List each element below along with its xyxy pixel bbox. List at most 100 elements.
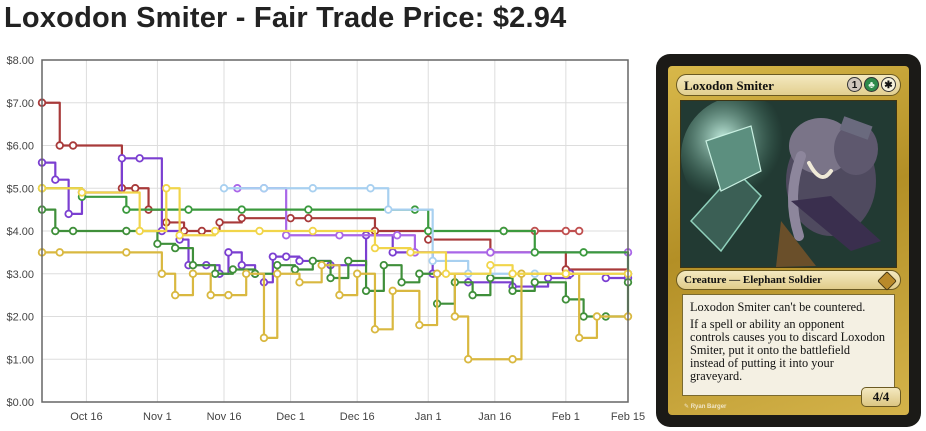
data-point[interactable] [561,269,571,278]
data-point[interactable] [335,290,344,300]
data-point[interactable] [219,184,229,193]
data-point[interactable] [224,248,233,257]
data-point[interactable] [561,226,571,236]
data-point[interactable] [55,248,64,257]
data-point[interactable] [486,260,495,270]
data-point[interactable] [51,175,60,184]
data-point[interactable] [215,218,224,227]
data-point[interactable] [242,269,251,278]
data-point[interactable] [335,231,344,240]
data-point[interactable] [370,243,380,253]
data-point[interactable] [508,286,517,296]
data-point[interactable] [281,252,291,261]
data-point[interactable] [210,226,220,236]
data-point[interactable] [317,260,326,270]
data-point[interactable] [51,226,60,236]
data-point[interactable] [55,141,64,150]
data-point[interactable] [255,226,264,236]
data-point[interactable] [290,265,300,274]
data-point[interactable] [188,269,198,278]
data-point[interactable] [308,184,318,193]
data-point[interactable] [574,226,584,236]
data-point[interactable] [463,355,473,364]
data-point[interactable] [224,290,233,300]
data-point[interactable] [326,273,335,283]
data-point[interactable] [304,205,313,214]
data-point[interactable] [304,213,313,223]
data-point[interactable] [508,269,517,278]
data-point[interactable] [170,290,180,300]
data-point[interactable] [197,226,207,236]
data-point[interactable] [295,256,304,266]
data-point[interactable] [592,312,602,321]
data-point[interactable] [170,243,180,253]
data-point[interactable] [384,205,393,214]
price-chart-svg[interactable]: $0.00 $1.00 $2.00 $3.00 $4.00 $5.00 $6.00 $7.00… [0,48,650,431]
data-point[interactable] [77,188,87,197]
data-point[interactable] [352,269,362,278]
data-point[interactable] [441,269,451,278]
data-point[interactable] [579,248,588,257]
data-point[interactable] [428,256,437,266]
data-point[interactable] [424,235,433,244]
data-point[interactable] [432,269,442,278]
data-point[interactable] [308,226,318,236]
data-point[interactable] [574,333,584,343]
data-point[interactable] [206,290,215,300]
data-point[interactable] [601,273,611,283]
data-point[interactable] [530,248,539,257]
data-point[interactable] [468,290,477,300]
data-point[interactable] [424,226,433,236]
data-point[interactable] [295,278,304,287]
data-point[interactable] [281,231,291,240]
data-point[interactable] [361,286,371,296]
data-point[interactable] [344,256,353,266]
data-point[interactable] [406,248,415,257]
data-point[interactable] [392,231,402,240]
price-chart[interactable]: $0.00 $1.00 $2.00 $3.00 $4.00 $5.00 $6.00 $7.00… [0,48,650,431]
data-point[interactable] [486,248,495,257]
data-point[interactable] [64,209,73,219]
data-point[interactable] [388,248,397,257]
data-point[interactable] [162,184,171,193]
data-point[interactable] [388,286,397,296]
data-point[interactable] [508,355,517,364]
data-point[interactable] [135,154,144,163]
data-point[interactable] [397,278,406,287]
data-point[interactable] [131,184,140,193]
data-point[interactable] [286,213,295,223]
data-point[interactable] [184,205,193,214]
data-point[interactable] [370,325,380,334]
data-point[interactable] [415,320,424,330]
data-point[interactable] [68,226,78,236]
data-point[interactable] [379,260,389,270]
data-point[interactable] [415,269,424,278]
data-point[interactable] [530,278,539,287]
data-point[interactable] [122,226,131,236]
data-point[interactable] [237,213,246,223]
data-point[interactable] [157,269,167,278]
data-point[interactable] [122,248,131,257]
data-point[interactable] [228,265,238,274]
data-point[interactable] [561,295,571,304]
data-point[interactable] [68,141,78,150]
data-point[interactable] [237,260,246,270]
data-point[interactable] [499,226,508,236]
data-point[interactable] [273,260,282,270]
data-point[interactable] [268,252,278,261]
data-point[interactable] [122,205,131,214]
data-point[interactable] [273,269,282,278]
data-point[interactable] [153,239,162,249]
data-point[interactable] [117,154,127,163]
data-point[interactable] [188,260,198,270]
data-point[interactable] [175,231,184,240]
data-point[interactable] [237,205,246,214]
data-point[interactable] [135,226,144,236]
data-point[interactable] [366,184,375,193]
data-point[interactable] [308,256,318,266]
data-point[interactable] [450,312,460,321]
data-point[interactable] [579,312,588,321]
data-point[interactable] [259,184,269,193]
data-point[interactable] [543,273,553,283]
data-point[interactable] [210,269,220,278]
